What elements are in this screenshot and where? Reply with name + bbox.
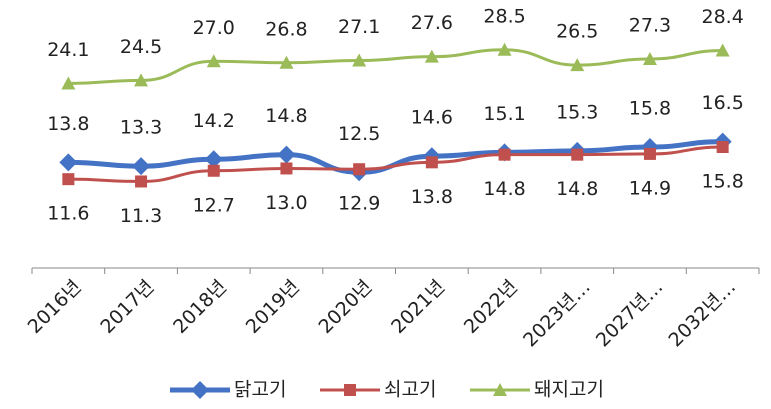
point (353, 163, 366, 176)
point (280, 162, 293, 175)
data-label: 24.1 (47, 39, 89, 61)
data-label: 26.8 (265, 18, 307, 40)
point (134, 73, 149, 87)
data-label: 27.0 (193, 17, 235, 39)
series-line (68, 145, 723, 183)
data-label: 12.5 (338, 123, 380, 145)
series-line (68, 48, 723, 85)
data-label: 13.8 (411, 186, 453, 208)
data-label: 14.8 (483, 178, 525, 200)
data-label: 14.6 (411, 107, 453, 129)
legend-item: 쇠고기 (320, 379, 436, 401)
point (716, 141, 729, 154)
data-label: 13.8 (47, 113, 89, 135)
point (715, 43, 730, 57)
point (498, 148, 511, 161)
x-tick-label: 2027년… (592, 276, 668, 352)
point (424, 49, 439, 63)
x-tick-label: 2017년 (96, 276, 158, 338)
data-label: 11.3 (120, 205, 162, 227)
legend-marker (493, 383, 507, 396)
point (571, 148, 584, 161)
x-tick-label: 2032년… (665, 276, 741, 352)
x-tick-label: 2021년 (387, 276, 449, 338)
data-label: 14.9 (629, 177, 671, 199)
point (425, 156, 438, 169)
x-tick-label: 2020년 (314, 276, 376, 338)
data-label: 13.3 (120, 117, 162, 139)
x-tick-label: 2016년 (24, 276, 86, 338)
point (497, 42, 512, 56)
point (277, 145, 296, 164)
legend-label: 쇠고기 (384, 379, 436, 401)
data-label: 28.5 (483, 5, 525, 27)
data-label: 14.2 (193, 110, 235, 132)
data-label: 13.0 (265, 192, 307, 214)
x-tick-label: 2023년… (519, 276, 595, 352)
legend-item: 닭고기 (170, 379, 286, 401)
point (62, 173, 75, 186)
data-label: 24.5 (120, 36, 162, 58)
point (61, 76, 76, 90)
legend-marker (344, 384, 356, 396)
legend-marker (191, 381, 209, 399)
data-label: 12.9 (338, 193, 380, 215)
legend-item: 돼지고기 (470, 379, 604, 401)
legend-label: 닭고기 (234, 379, 286, 401)
series-line (68, 139, 723, 175)
data-label: 27.1 (338, 16, 380, 38)
data-label: 28.4 (701, 6, 743, 28)
point (643, 147, 656, 160)
data-label: 27.3 (629, 14, 671, 36)
data-label: 15.1 (483, 103, 525, 125)
data-label: 14.8 (556, 178, 598, 200)
point (352, 53, 367, 67)
x-tick-label: 2019년 (242, 276, 304, 338)
data-label: 15.8 (629, 98, 671, 120)
data-label: 15.8 (701, 171, 743, 193)
data-label: 12.7 (193, 194, 235, 216)
data-label: 27.6 (411, 12, 453, 34)
point (206, 54, 221, 68)
point (570, 58, 585, 72)
data-label: 15.3 (556, 101, 598, 123)
data-label: 26.5 (556, 21, 598, 43)
point (279, 55, 294, 69)
data-label: 11.6 (47, 203, 89, 225)
point (59, 153, 78, 172)
legend-label: 돼지고기 (534, 379, 604, 401)
point (135, 175, 148, 188)
data-label: 14.8 (265, 105, 307, 127)
data-label: 16.5 (701, 92, 743, 114)
point (207, 164, 220, 177)
point (642, 51, 657, 65)
point (132, 157, 151, 176)
x-tick-label: 2022년 (460, 276, 522, 338)
point (204, 150, 223, 169)
x-tick-label: 2018년 (169, 276, 231, 338)
